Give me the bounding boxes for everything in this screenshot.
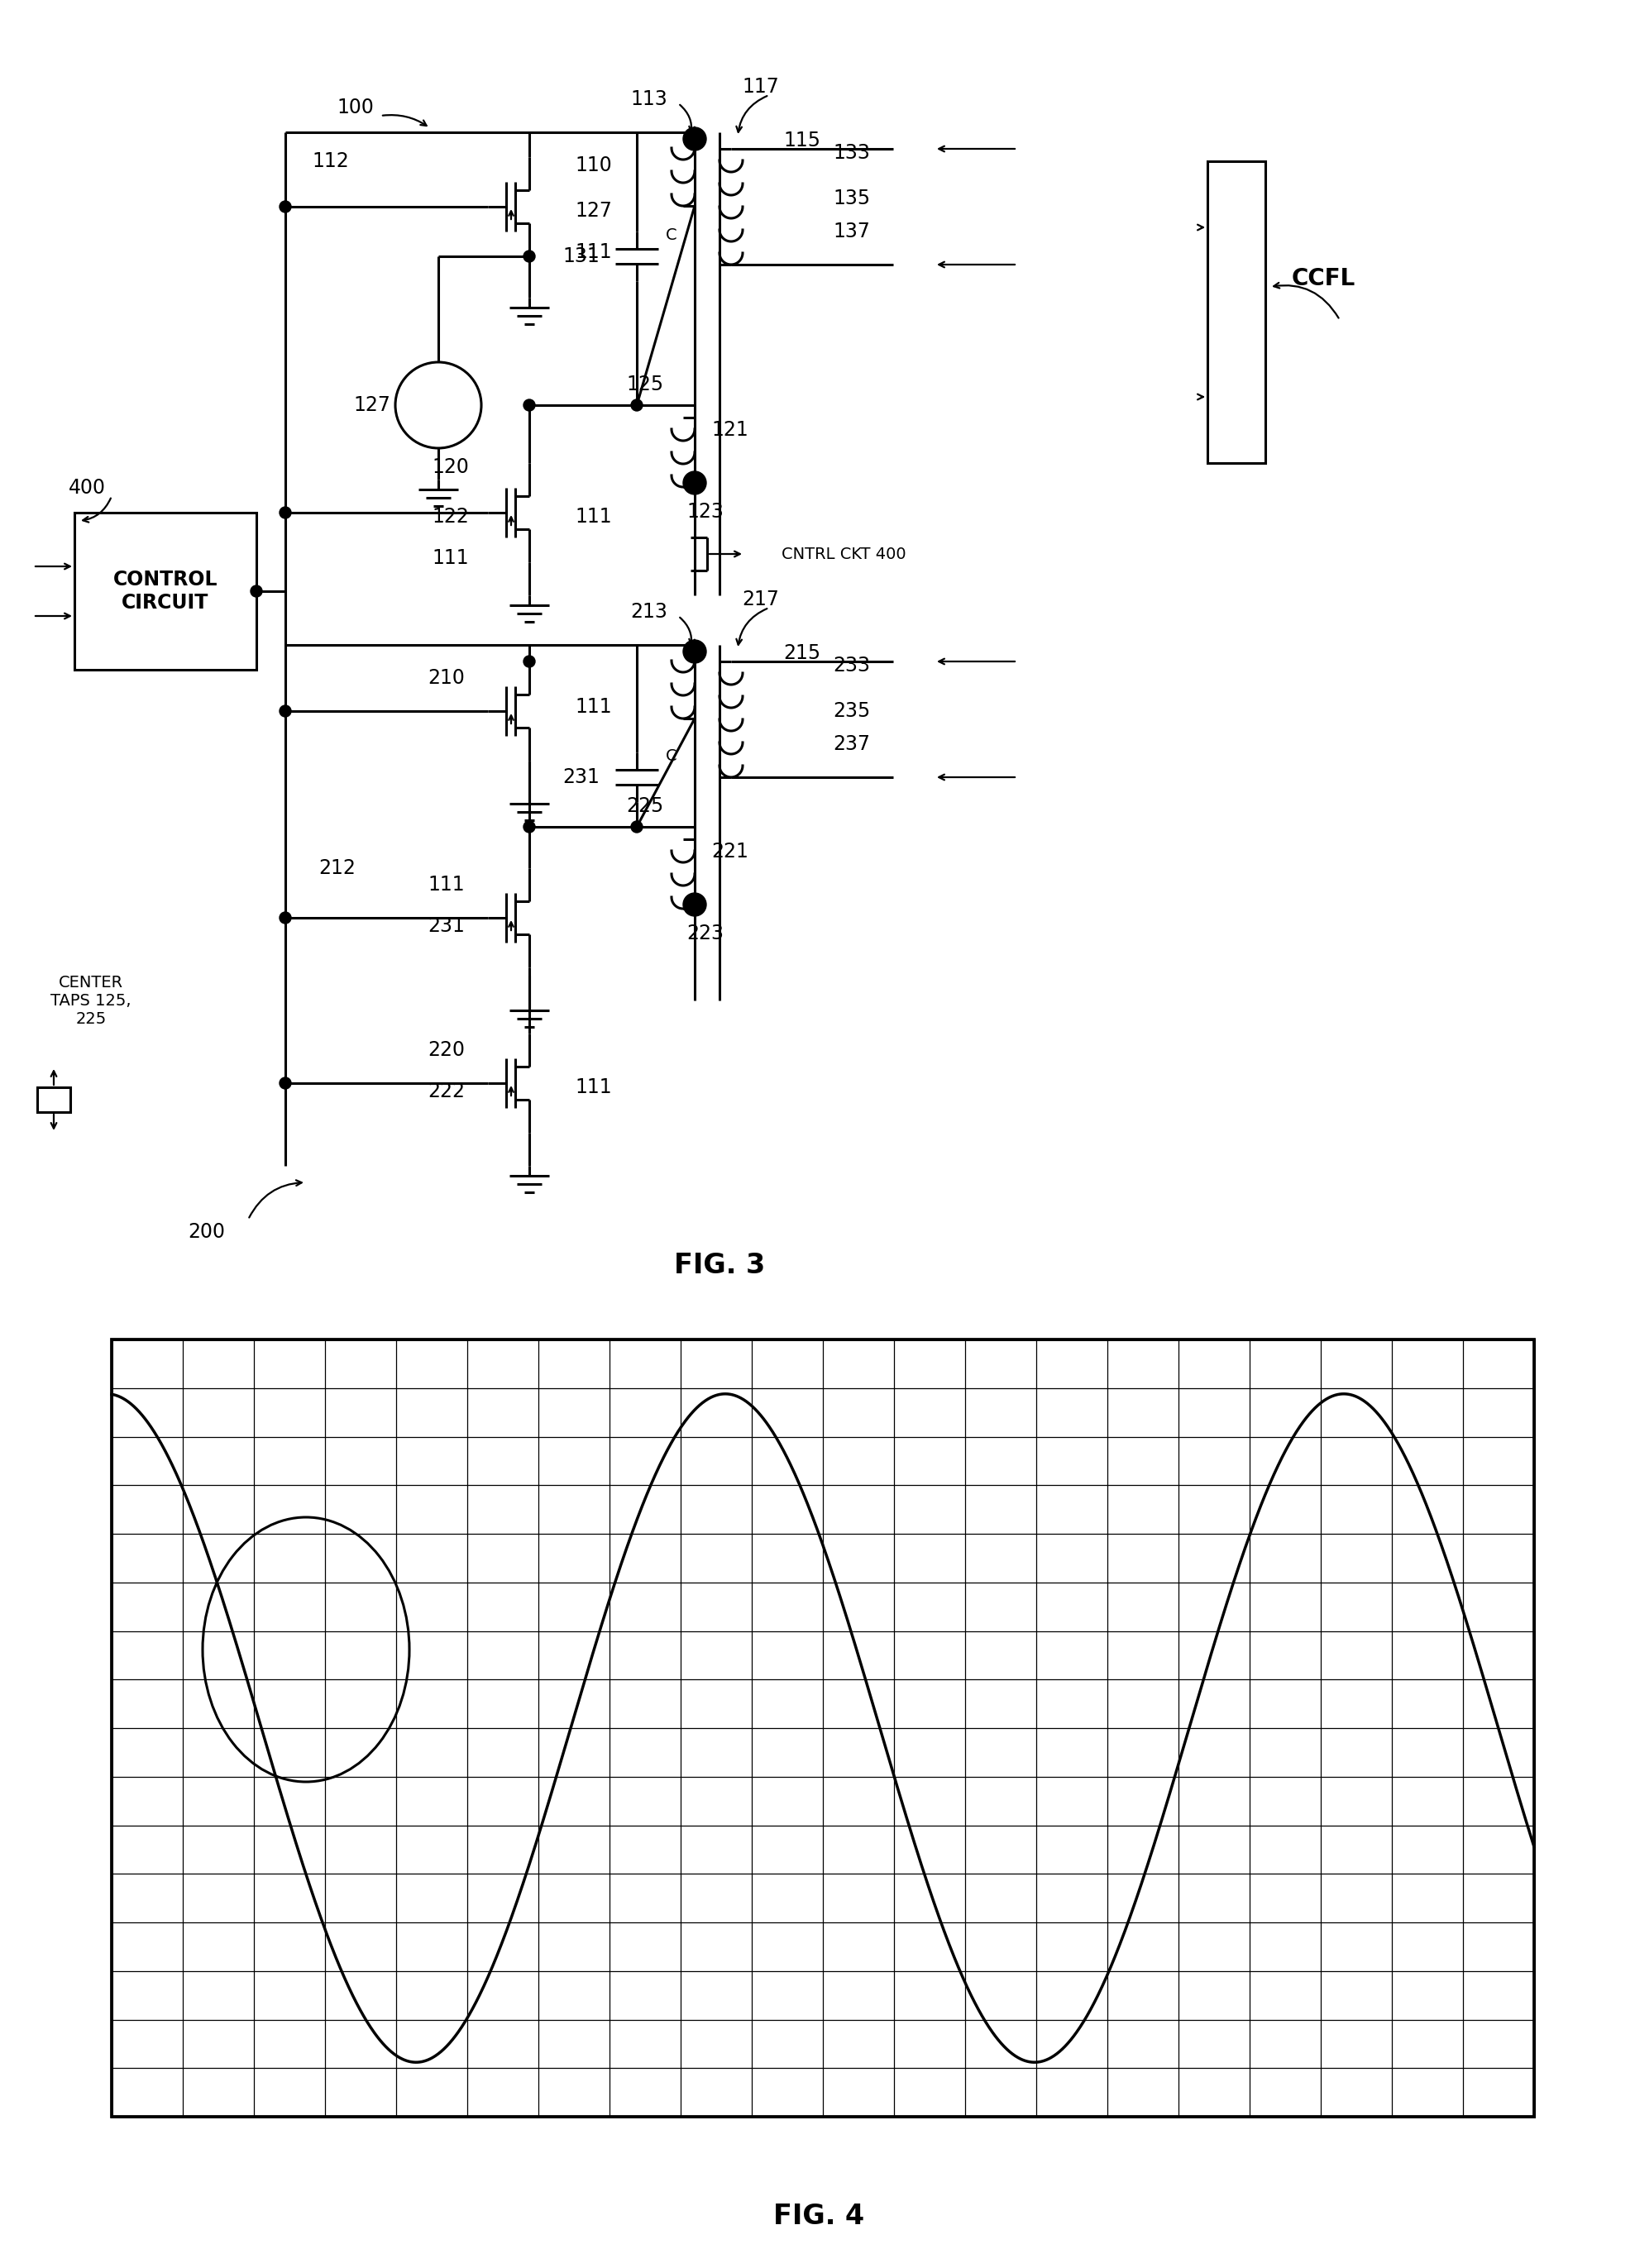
Text: 121: 121 <box>711 420 749 440</box>
Bar <box>111 1340 1534 2116</box>
Bar <box>75 513 257 669</box>
Circle shape <box>523 249 535 263</box>
Text: 225: 225 <box>626 796 664 816</box>
Circle shape <box>631 399 643 411</box>
Text: 100: 100 <box>337 98 374 118</box>
Text: 127: 127 <box>576 202 611 220</box>
Text: 210: 210 <box>428 669 464 687</box>
Text: 115: 115 <box>783 132 821 150</box>
Text: 127: 127 <box>353 395 391 415</box>
Text: 221: 221 <box>711 841 749 862</box>
Text: 237: 237 <box>834 735 870 753</box>
Text: 123: 123 <box>687 501 724 522</box>
Circle shape <box>280 1077 291 1089</box>
Text: 233: 233 <box>834 655 870 676</box>
Text: 111: 111 <box>576 1077 611 1098</box>
Circle shape <box>683 640 706 662</box>
Text: 215: 215 <box>783 644 821 662</box>
Circle shape <box>683 472 706 494</box>
Text: 400: 400 <box>69 479 105 497</box>
Circle shape <box>683 127 706 150</box>
Text: 110: 110 <box>576 156 611 175</box>
Text: 137: 137 <box>834 222 870 240</box>
Text: 135: 135 <box>834 188 870 209</box>
Text: 231: 231 <box>562 767 600 787</box>
Bar <box>111 1340 1534 2116</box>
Text: 117: 117 <box>742 77 780 98</box>
Text: 200: 200 <box>188 1222 226 1243</box>
Bar <box>38 1086 70 1111</box>
Text: 112: 112 <box>312 152 350 170</box>
Bar <box>1207 161 1265 463</box>
Text: C: C <box>665 227 677 243</box>
Text: C: C <box>665 748 677 764</box>
Text: 220: 220 <box>428 1041 466 1059</box>
Text: FIG. 4: FIG. 4 <box>773 2202 865 2229</box>
Text: 235: 235 <box>834 701 870 721</box>
Text: CONTROL
CIRCUIT: CONTROL CIRCUIT <box>113 569 217 612</box>
Text: 231: 231 <box>428 916 464 937</box>
Text: 133: 133 <box>834 143 870 163</box>
Text: 212: 212 <box>319 857 355 878</box>
Text: 222: 222 <box>428 1082 466 1102</box>
Text: FIG. 3: FIG. 3 <box>674 1252 765 1279</box>
Text: CCFL: CCFL <box>1292 268 1355 290</box>
Text: CNTRL CKT 400: CNTRL CKT 400 <box>782 547 906 562</box>
Text: 111: 111 <box>576 506 611 526</box>
Text: 217: 217 <box>742 590 780 610</box>
Circle shape <box>631 821 643 832</box>
Text: 113: 113 <box>631 88 667 109</box>
Text: 213: 213 <box>631 601 667 621</box>
Circle shape <box>683 894 706 916</box>
Text: 111: 111 <box>576 696 611 717</box>
Circle shape <box>280 912 291 923</box>
Text: 223: 223 <box>687 923 724 943</box>
Text: 122: 122 <box>432 506 469 526</box>
Circle shape <box>523 399 535 411</box>
Text: 120: 120 <box>432 458 469 476</box>
Text: 131: 131 <box>562 247 600 265</box>
Text: 111: 111 <box>432 549 469 567</box>
Text: 111: 111 <box>576 243 611 263</box>
Circle shape <box>523 821 535 832</box>
Text: 111: 111 <box>428 875 464 894</box>
Circle shape <box>280 202 291 213</box>
Circle shape <box>280 705 291 717</box>
Circle shape <box>280 506 291 519</box>
Text: 125: 125 <box>626 374 664 395</box>
Circle shape <box>523 655 535 667</box>
Circle shape <box>250 585 262 596</box>
Text: CENTER
TAPS 125,
225: CENTER TAPS 125, 225 <box>51 975 131 1027</box>
Circle shape <box>396 363 481 449</box>
